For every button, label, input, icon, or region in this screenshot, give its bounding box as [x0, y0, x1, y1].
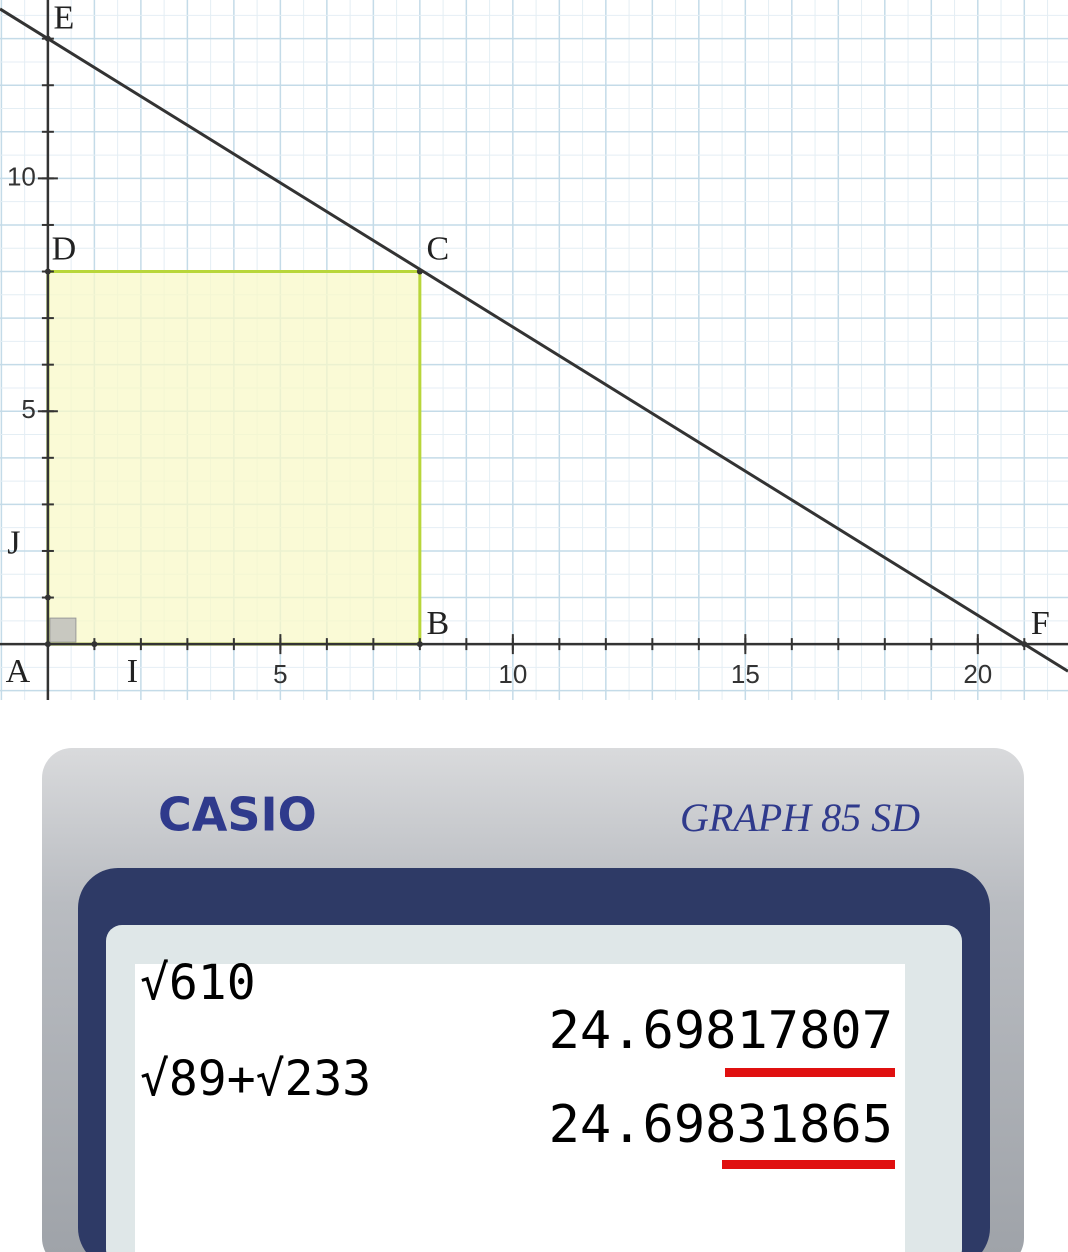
expression: √89+√233 [140, 1051, 371, 1107]
point-label: D [52, 230, 77, 267]
point-label: F [1031, 605, 1050, 642]
underline [722, 1160, 895, 1169]
point-label: I [127, 653, 138, 690]
line-EF [0, 7, 1068, 673]
right-angle [49, 617, 77, 643]
calculator: CASIO GRAPH 85 SD √610 24.69817807 √89+√… [42, 748, 1024, 1252]
point [416, 268, 423, 275]
point-label: E [53, 0, 74, 36]
result: 24.69817807 [549, 1001, 893, 1061]
x-tick-label: 10 [498, 659, 527, 689]
point [44, 641, 51, 648]
model: GRAPH 85 SD [680, 795, 920, 840]
y-tick-label: 5 [21, 394, 35, 424]
point [44, 594, 51, 601]
y-tick-label: 10 [7, 161, 36, 191]
point-label: A [6, 653, 31, 690]
point-label: C [427, 230, 450, 267]
point [1021, 641, 1028, 648]
point-label: B [427, 605, 450, 642]
point [44, 268, 51, 275]
brand: CASIO [158, 788, 317, 842]
underline [725, 1068, 895, 1077]
x-tick-label: 15 [731, 659, 760, 689]
x-tick-label: 20 [963, 659, 992, 689]
point [91, 641, 98, 648]
expression: √610 [140, 955, 256, 1011]
point-label: J [7, 524, 20, 561]
rectangle [46, 270, 422, 646]
x-tick-label: 5 [273, 659, 287, 689]
point [416, 641, 423, 648]
display [135, 964, 905, 1252]
result: 24.69831865 [549, 1095, 893, 1155]
geometry-graph: 5 10 15 20 5 10 A B C D E F I J [0, 0, 1068, 700]
point [44, 35, 51, 42]
